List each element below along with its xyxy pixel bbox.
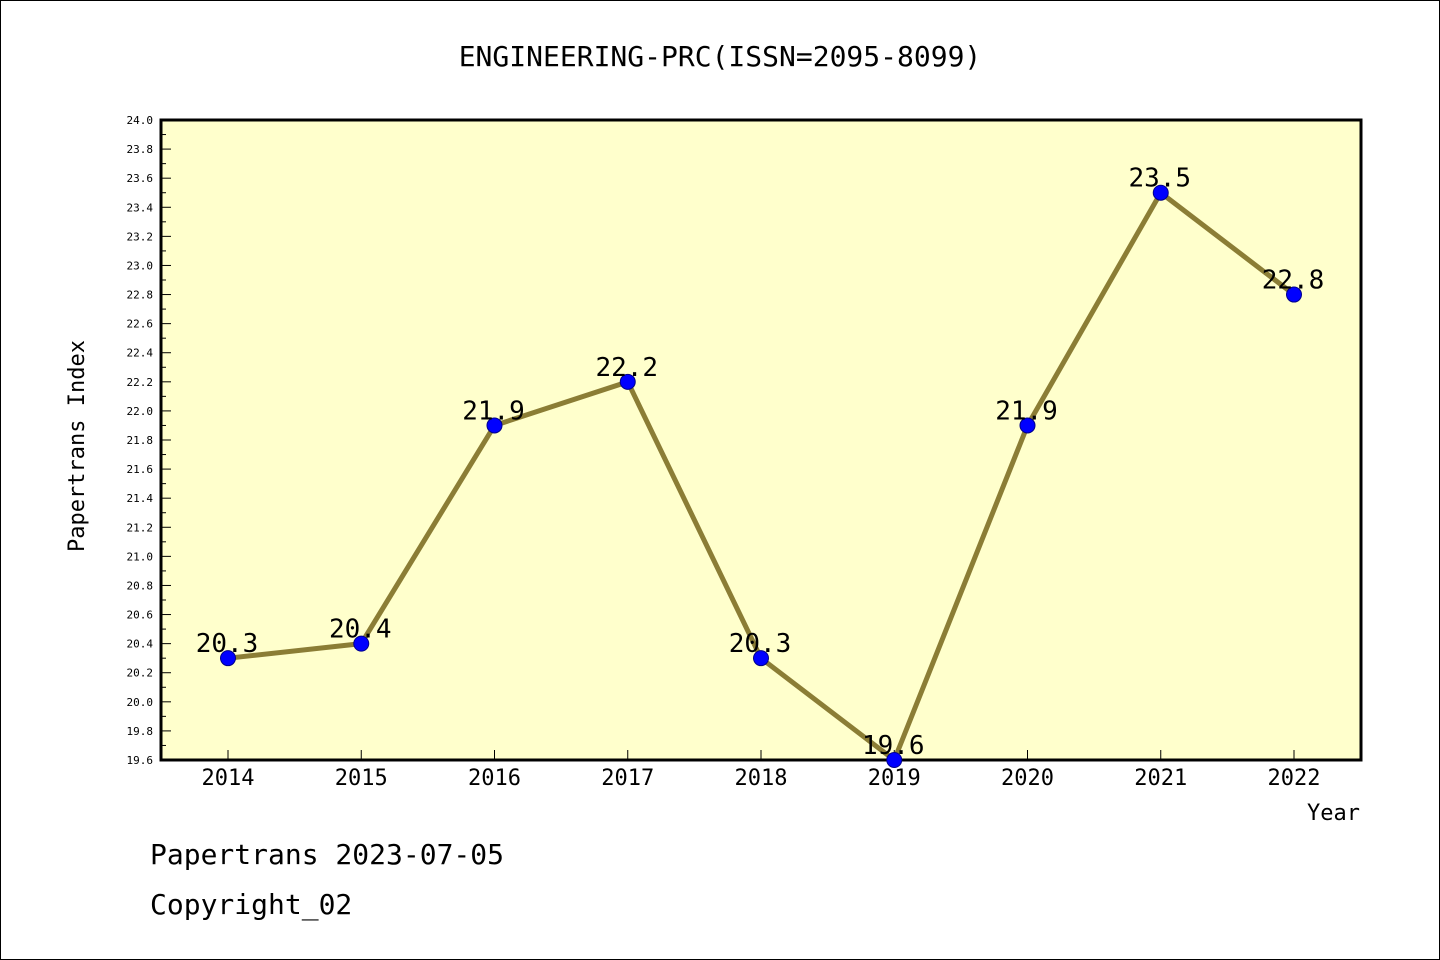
y-tick-label: 20.8 [127,579,154,592]
data-label: 19.6 [862,731,925,761]
data-point [619,373,636,390]
y-tick-label: 23.2 [127,230,154,243]
data-point [1019,417,1036,434]
x-tick-label: 2021 [1134,766,1187,791]
data-point [886,752,903,768]
y-tick-label: 20.2 [127,667,154,680]
x-tick-label: 2015 [335,766,388,791]
data-point [353,635,370,652]
data-label: 21.9 [462,396,525,426]
x-tick-label: 2020 [1001,766,1054,791]
y-tick-label: 20.4 [127,638,154,651]
data-label: 23.5 [1128,164,1191,194]
data-label: 22.2 [595,353,658,383]
x-tick-label: 2022 [1268,766,1321,791]
series [220,184,1302,768]
x-axis: 2014 2015 2016 2017 2018 2019 2020 2021 2022 [202,750,1321,791]
y-tick-label: 20.6 [127,609,154,622]
data-point [486,417,503,434]
data-point [753,650,769,667]
footer-copyright: Copyright_02 [150,888,352,922]
data-label: 20.3 [729,629,792,659]
y-tick-label: 22.8 [127,289,154,302]
y-tick-label: 23.4 [127,201,154,214]
x-tick-label: 2016 [468,766,521,791]
y-tick-label: 21.4 [127,492,154,505]
y-axis-label: Papertrans Index [65,340,90,552]
y-tick-label: 20.0 [127,696,154,709]
x-tick-label: 2018 [735,766,788,791]
x-axis-label: Year [1307,801,1360,826]
y-tick-label: 22.6 [127,318,154,331]
y-tick-label: 19.6 [127,754,154,767]
y-tick-label: 23.6 [127,172,154,185]
footer-date: Papertrans 2023-07-05 [150,838,504,871]
x-tick-label: 2019 [868,766,921,791]
y-tick-label: 24.0 [127,114,154,127]
y-tick-label: 21.2 [127,521,154,534]
y-tick-label: 21.6 [127,463,154,476]
x-tick-label: 2017 [601,766,654,791]
y-tick-label: 22.4 [127,347,154,360]
data-point [1152,184,1169,201]
y-tick-label: 21.8 [127,434,154,447]
y-tick-label: 22.0 [127,405,154,418]
data-label: 22.8 [1262,266,1325,296]
data-labels: 20.3 20.4 21.9 22.2 20.3 19.6 21.9 23.5 22.8 [196,164,1325,761]
x-tick-label: 2014 [202,766,255,791]
y-axis: 19.6 19.8 20.0 20.2 20.4 20.6 20.8 21.0 21.2 21.4… [127,114,171,767]
data-point [220,650,236,667]
data-label: 20.4 [329,615,392,645]
data-label: 21.9 [995,396,1058,426]
y-tick-label: 21.0 [127,550,154,563]
y-tick-label: 23.8 [127,143,154,156]
y-tick-label: 22.2 [127,376,154,389]
chart-title: ENGINEERING-PRC(ISSN=2095-8099) [459,40,982,73]
data-point [1286,286,1302,303]
y-tick-label: 23.0 [127,259,154,272]
y-tick-label: 19.8 [127,725,154,738]
data-label: 20.3 [196,629,259,659]
